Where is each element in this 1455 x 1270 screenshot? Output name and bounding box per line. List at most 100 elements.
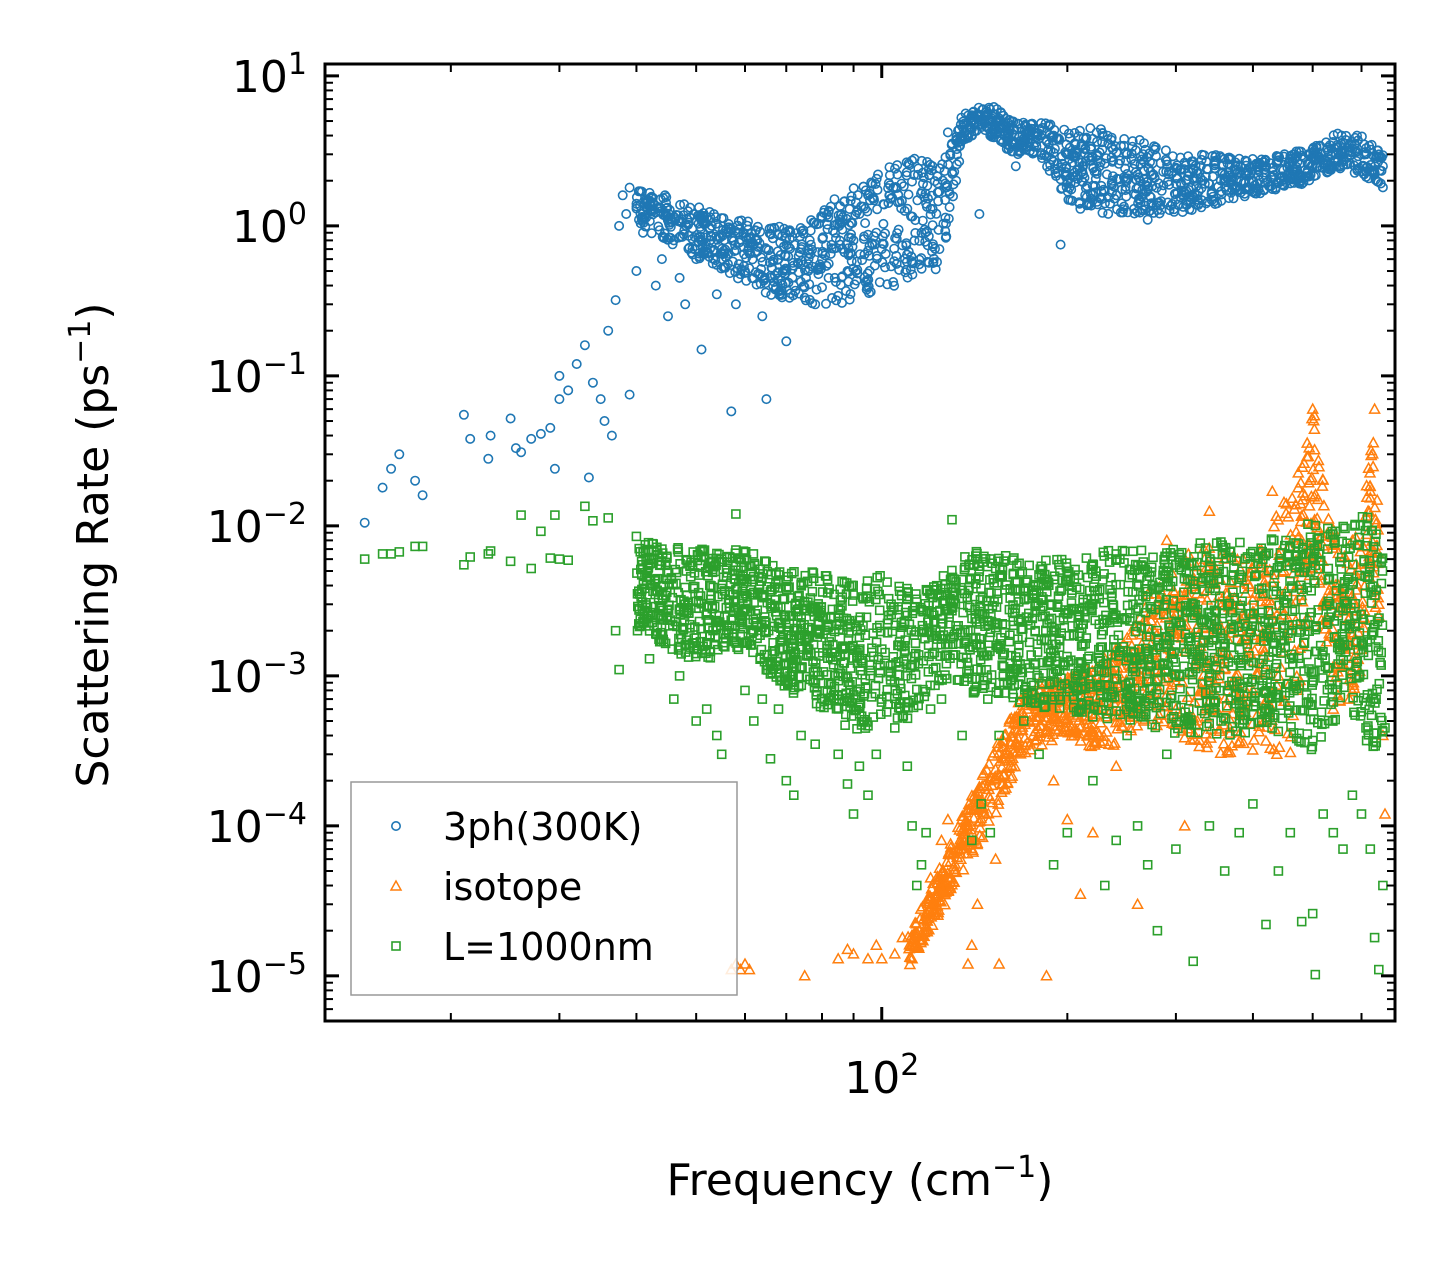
data-point [701, 232, 712, 243]
data-point [1326, 143, 1337, 154]
data-point [1210, 199, 1221, 210]
data-point [798, 969, 811, 981]
data-point [1036, 118, 1047, 129]
data-point [912, 195, 923, 206]
data-point [664, 204, 675, 215]
data-point [1070, 150, 1081, 161]
data-point [1077, 177, 1088, 188]
data-point [906, 256, 917, 267]
data-point [982, 694, 993, 704]
data-point [1046, 154, 1057, 165]
data-point [935, 833, 948, 846]
data-point [804, 279, 815, 290]
data-point [951, 131, 962, 142]
data-point [1244, 184, 1255, 195]
data-point [919, 224, 930, 235]
data-point [954, 852, 968, 865]
data-point [1249, 160, 1260, 171]
data-point [760, 287, 771, 298]
data-point [892, 169, 903, 180]
data-point [922, 180, 933, 191]
data-point [781, 265, 792, 276]
data-point [1226, 707, 1239, 719]
data-point [751, 279, 762, 290]
data-point [930, 264, 941, 275]
data-point [883, 183, 894, 194]
data-point [1131, 897, 1144, 910]
data-point [1253, 184, 1264, 195]
data-point [902, 203, 913, 214]
data-point [1063, 128, 1074, 139]
data-point [1075, 203, 1086, 214]
data-point [843, 248, 854, 259]
data-point [1034, 124, 1045, 135]
data-point [637, 227, 648, 238]
data-point [1369, 165, 1380, 176]
data-point [1101, 153, 1112, 164]
data-point [1142, 214, 1153, 225]
data-point [776, 285, 787, 296]
data-point [772, 273, 783, 284]
data-point [1094, 161, 1105, 172]
data-point [951, 175, 962, 186]
data-point [761, 394, 772, 405]
data-point [1337, 143, 1348, 154]
data-point [1057, 158, 1068, 169]
data-point [1369, 513, 1382, 525]
data-point [733, 259, 744, 270]
data-point [879, 262, 890, 273]
data-point [1160, 533, 1174, 546]
data-point [852, 264, 863, 275]
data-point [583, 472, 594, 483]
data-point [1128, 546, 1138, 557]
data-point [910, 638, 921, 649]
data-point [845, 195, 856, 206]
data-point [680, 299, 691, 310]
data-point [1178, 187, 1189, 198]
data-point [1219, 173, 1230, 184]
data-point [796, 226, 807, 237]
data-point [811, 284, 822, 295]
data-point [710, 255, 721, 266]
data-point [1188, 727, 1201, 740]
data-point [1074, 887, 1087, 899]
data-point [892, 197, 903, 208]
data-point [587, 377, 598, 388]
data-point [1094, 147, 1105, 158]
data-point [823, 258, 834, 269]
data-point [1285, 491, 1299, 504]
data-point [377, 482, 388, 493]
data-point [1120, 147, 1131, 158]
data-point [810, 299, 821, 310]
data-point [1024, 146, 1035, 157]
data-point [967, 107, 978, 118]
data-point [1115, 155, 1126, 166]
data-point [636, 186, 647, 197]
data-point [1041, 135, 1052, 146]
data-point [606, 430, 617, 441]
data-point [1043, 145, 1054, 156]
data-point [875, 952, 889, 964]
data-point [1231, 668, 1245, 680]
data-point [668, 235, 679, 246]
data-point [1254, 175, 1265, 186]
data-point [1210, 158, 1221, 169]
data-point [1227, 180, 1238, 191]
data-point [1294, 728, 1304, 739]
data-point [1218, 692, 1232, 704]
data-point [674, 272, 685, 283]
data-point [1087, 133, 1098, 144]
data-point [734, 228, 745, 239]
data-point [1273, 740, 1286, 752]
data-point [1209, 163, 1220, 174]
data-point [706, 220, 717, 231]
data-point [673, 216, 684, 227]
data-point [991, 736, 1005, 749]
data-point [579, 340, 590, 351]
data-point [1151, 182, 1162, 193]
data-point [1191, 181, 1202, 192]
data-point [1151, 151, 1162, 162]
data-point [855, 249, 866, 260]
data-point [723, 248, 734, 259]
data-point [1134, 135, 1145, 146]
